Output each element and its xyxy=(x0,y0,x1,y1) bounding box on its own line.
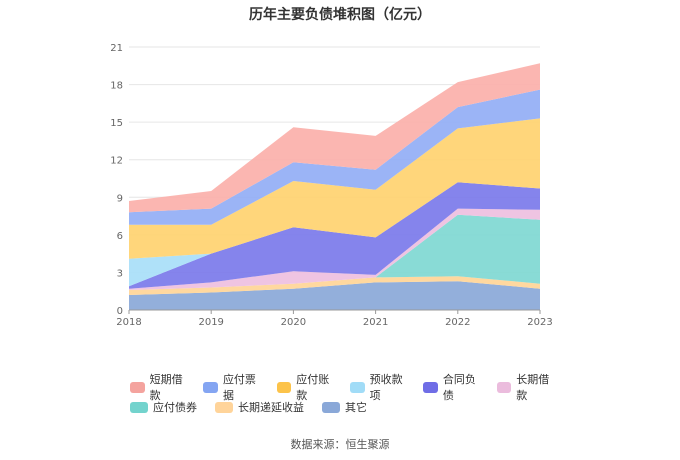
area-series[interactable] xyxy=(129,118,540,259)
area-series[interactable] xyxy=(129,63,540,213)
x-tick-label: 2018 xyxy=(116,317,141,328)
area-series[interactable] xyxy=(129,214,540,290)
area-series[interactable] xyxy=(129,276,540,295)
legend-label: 应付债券 xyxy=(153,401,197,414)
area-series[interactable] xyxy=(129,281,540,310)
legend-swatch xyxy=(130,381,145,393)
legend-item-long-term-loans[interactable]: 长期借款 xyxy=(496,371,552,403)
x-tick-label: 2022 xyxy=(445,317,470,328)
legend-swatch xyxy=(215,401,233,413)
y-tick-label: 12 xyxy=(110,156,123,167)
legend-item-contract-liabilities[interactable]: 合同负债 xyxy=(423,371,478,403)
legend-label: 其它 xyxy=(345,401,367,414)
y-tick-label: 21 xyxy=(110,43,123,54)
legend-row-2: 应付债券 长期递延收益 其它 xyxy=(130,397,570,417)
y-tick-label: 0 xyxy=(117,306,123,317)
legend-swatch xyxy=(130,401,148,413)
legend-label: 应付票据 xyxy=(222,373,256,402)
legend-item-notes-payable[interactable]: 应付票据 xyxy=(203,371,258,403)
legend-item-bonds-payable[interactable]: 应付债券 xyxy=(130,399,197,415)
area-series-group xyxy=(129,63,540,310)
area-series[interactable] xyxy=(129,89,540,225)
legend-item-deferred-income[interactable]: 长期递延收益 xyxy=(215,399,304,415)
legend-item-accounts-payable[interactable]: 应付账款 xyxy=(276,371,332,403)
legend-label: 合同负债 xyxy=(442,373,476,402)
legend-label: 长期借款 xyxy=(516,373,550,402)
legend: 短期借款 应付票据 应付账款 预收款项 合同负债 长期借款 应付债券 xyxy=(130,373,570,417)
legend-label: 长期递延收益 xyxy=(238,401,304,414)
legend-label: 短期借款 xyxy=(149,373,183,402)
legend-label: 预收款项 xyxy=(369,373,403,402)
legend-item-other[interactable]: 其它 xyxy=(322,399,367,415)
area-series[interactable] xyxy=(129,182,540,289)
y-tick-label: 18 xyxy=(110,81,123,92)
legend-item-short-term-loans[interactable]: 短期借款 xyxy=(130,371,185,403)
legend-swatch xyxy=(276,381,292,393)
area-series[interactable] xyxy=(129,208,540,290)
legend-swatch xyxy=(203,381,218,393)
legend-swatch xyxy=(349,381,365,393)
y-tick-label: 3 xyxy=(117,268,123,279)
x-tick-label: 2020 xyxy=(281,317,306,328)
data-source-note: 数据来源：恒生聚源 xyxy=(290,438,390,451)
chart-title: 历年主要负债堆积图（亿元） xyxy=(249,7,431,23)
legend-label: 应付账款 xyxy=(296,373,330,402)
y-tick-label: 15 xyxy=(110,118,123,129)
x-tick-label: 2019 xyxy=(198,317,223,328)
legend-swatch xyxy=(496,381,512,393)
legend-swatch xyxy=(423,381,438,393)
x-tick-label: 2023 xyxy=(527,317,552,328)
legend-row-1: 短期借款 应付票据 应付账款 预收款项 合同负债 长期借款 xyxy=(130,373,570,402)
x-tick-label: 2021 xyxy=(363,317,388,328)
y-tick-label: 9 xyxy=(117,193,123,204)
legend-item-advance-receipts[interactable]: 预收款项 xyxy=(349,371,405,403)
legend-swatch xyxy=(322,401,340,413)
y-tick-label: 6 xyxy=(117,231,123,242)
axes: 0 3 6 9 12 15 18 21 2018 2019 2020 2021 2022 2023 xyxy=(110,43,552,328)
